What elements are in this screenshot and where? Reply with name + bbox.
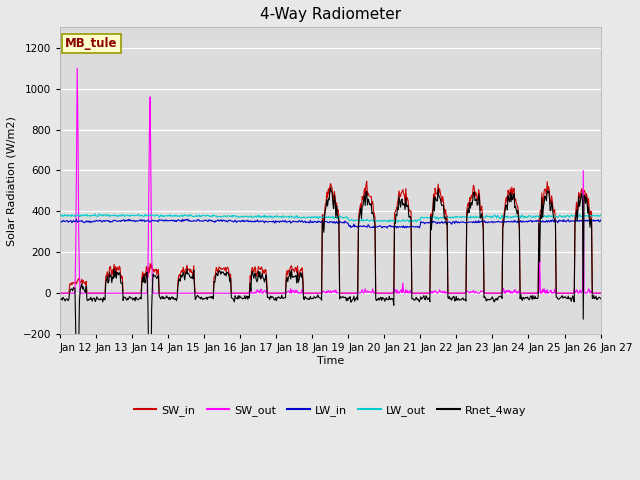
LW_out bbox=[177, 213, 185, 219]
Rnet_4way bbox=[327, 185, 335, 191]
Y-axis label: Solar Radiation (W/m2): Solar Radiation (W/m2) bbox=[7, 116, 17, 246]
SW_out bbox=[413, 290, 420, 296]
SW_in bbox=[66, 282, 74, 288]
SW_in bbox=[413, 290, 420, 296]
SW_in bbox=[122, 290, 129, 296]
Line: LW_in: LW_in bbox=[60, 219, 600, 228]
LW_in bbox=[205, 218, 213, 224]
LW_out bbox=[413, 218, 421, 224]
SW_in bbox=[363, 179, 371, 184]
LW_in bbox=[383, 225, 391, 231]
Rnet_4way bbox=[413, 297, 421, 302]
SW_out bbox=[122, 290, 130, 296]
SW_out bbox=[74, 65, 81, 71]
SW_out bbox=[66, 290, 74, 296]
X-axis label: Time: Time bbox=[317, 356, 344, 366]
LW_out bbox=[394, 219, 401, 225]
LW_in bbox=[413, 224, 421, 229]
LW_out bbox=[122, 212, 130, 218]
Line: Rnet_4way: Rnet_4way bbox=[60, 188, 600, 480]
Line: SW_out: SW_out bbox=[60, 68, 600, 293]
LW_in bbox=[177, 218, 184, 224]
Line: LW_out: LW_out bbox=[60, 214, 600, 222]
SW_out bbox=[56, 290, 64, 296]
LW_out bbox=[56, 213, 64, 219]
Title: 4-Way Radiometer: 4-Way Radiometer bbox=[260, 7, 401, 22]
SW_in bbox=[177, 274, 184, 279]
Rnet_4way bbox=[122, 296, 130, 302]
LW_out bbox=[397, 219, 405, 225]
LW_in bbox=[184, 216, 191, 222]
LW_out bbox=[95, 211, 103, 217]
SW_in bbox=[397, 194, 404, 200]
Line: SW_in: SW_in bbox=[60, 181, 600, 293]
Text: MB_tule: MB_tule bbox=[65, 37, 118, 50]
SW_out bbox=[596, 290, 604, 296]
LW_in bbox=[397, 224, 405, 230]
LW_out bbox=[596, 212, 604, 218]
SW_in bbox=[56, 290, 64, 296]
Rnet_4way bbox=[56, 297, 64, 302]
LW_in bbox=[66, 218, 74, 224]
SW_out bbox=[397, 288, 404, 293]
Rnet_4way bbox=[397, 197, 405, 203]
SW_out bbox=[205, 290, 213, 296]
Rnet_4way bbox=[66, 289, 74, 295]
Rnet_4way bbox=[596, 296, 604, 301]
SW_in bbox=[596, 290, 604, 296]
Rnet_4way bbox=[177, 273, 185, 278]
LW_in bbox=[56, 219, 64, 225]
LW_in bbox=[596, 217, 604, 223]
SW_out bbox=[177, 290, 185, 296]
LW_out bbox=[66, 213, 74, 219]
LW_out bbox=[205, 214, 213, 219]
Legend: SW_in, SW_out, LW_in, LW_out, Rnet_4way: SW_in, SW_out, LW_in, LW_out, Rnet_4way bbox=[129, 401, 531, 420]
Rnet_4way bbox=[205, 294, 213, 300]
LW_in bbox=[122, 217, 129, 223]
SW_in bbox=[205, 290, 212, 296]
